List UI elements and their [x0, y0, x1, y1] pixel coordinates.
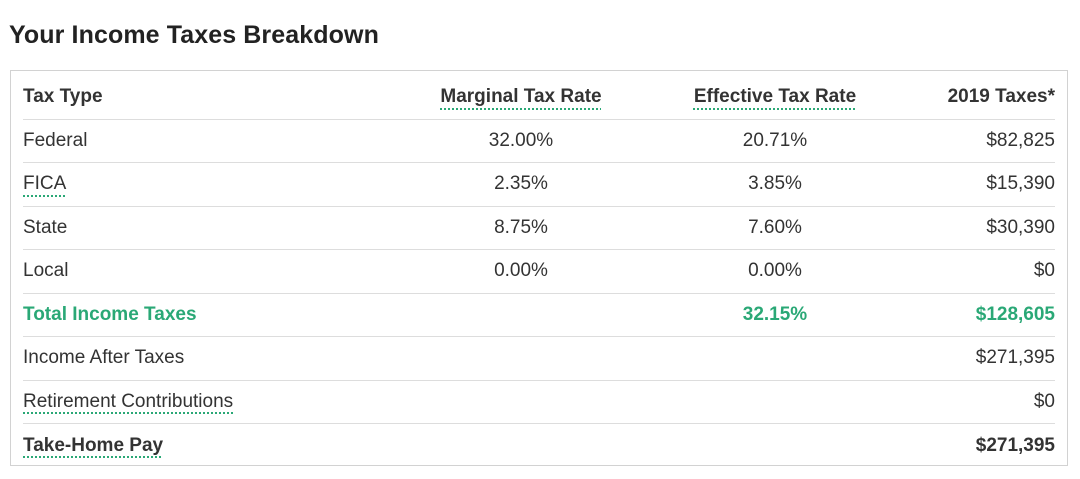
header-tax-type: Tax Type [23, 86, 103, 108]
table-row-local: Local 0.00% 0.00% $0 [23, 250, 1055, 294]
taxes-federal: $82,825 [986, 129, 1055, 151]
taxes-state: $30,390 [986, 216, 1055, 238]
retirement-contributions-label[interactable]: Retirement Contributions [23, 390, 234, 412]
marginal-rate-local: 0.00% [494, 260, 548, 282]
table-row-income-after-taxes: Income After Taxes $271,395 [23, 337, 1055, 381]
table-row-retirement-contributions: Retirement Contributions $0 [23, 381, 1055, 424]
row-label-federal: Federal [23, 129, 88, 151]
header-2019-taxes: 2019 Taxes* [947, 86, 1055, 108]
table-row-fica: FICA 2.35% 3.85% $15,390 [23, 163, 1055, 207]
table-row-total: Total Income Taxes 32.15% $128,605 [23, 294, 1055, 337]
row-label-state: State [23, 216, 68, 238]
taxes-fica: $15,390 [986, 173, 1055, 195]
take-home-pay-label[interactable]: Take-Home Pay [23, 434, 164, 456]
table-header-row: Tax Type Marginal Tax Rate Effective Tax… [23, 76, 1055, 120]
total-effective-rate: 32.15% [742, 303, 808, 325]
table-row-take-home-pay: Take-Home Pay $271,395 [23, 424, 1055, 468]
row-label-local: Local [23, 260, 69, 282]
marginal-rate-federal: 32.00% [488, 129, 554, 151]
effective-rate-state: 7.60% [748, 216, 802, 238]
table-row-federal: Federal 32.00% 20.71% $82,825 [23, 120, 1055, 163]
table-row-state: State 8.75% 7.60% $30,390 [23, 207, 1055, 250]
taxes-local: $0 [1033, 260, 1055, 282]
retirement-contributions-value: $0 [1033, 390, 1055, 412]
marginal-rate-state: 8.75% [494, 216, 548, 238]
header-marginal-tax-rate[interactable]: Marginal Tax Rate [440, 86, 602, 108]
header-effective-tax-rate[interactable]: Effective Tax Rate [693, 86, 857, 108]
tax-breakdown-table: Tax Type Marginal Tax Rate Effective Tax… [23, 76, 1055, 468]
effective-rate-local: 0.00% [748, 260, 802, 282]
take-home-pay-value: $271,395 [975, 434, 1055, 456]
income-after-taxes-label: Income After Taxes [23, 347, 185, 369]
tax-breakdown-card: Tax Type Marginal Tax Rate Effective Tax… [10, 70, 1068, 466]
row-label-fica[interactable]: FICA [23, 173, 67, 195]
income-after-taxes-value: $271,395 [975, 347, 1055, 369]
page-title: Your Income Taxes Breakdown [9, 21, 379, 49]
marginal-rate-fica: 2.35% [494, 173, 548, 195]
total-taxes: $128,605 [975, 303, 1055, 325]
effective-rate-fica: 3.85% [748, 173, 802, 195]
effective-rate-federal: 20.71% [742, 129, 808, 151]
total-label: Total Income Taxes [23, 303, 197, 325]
